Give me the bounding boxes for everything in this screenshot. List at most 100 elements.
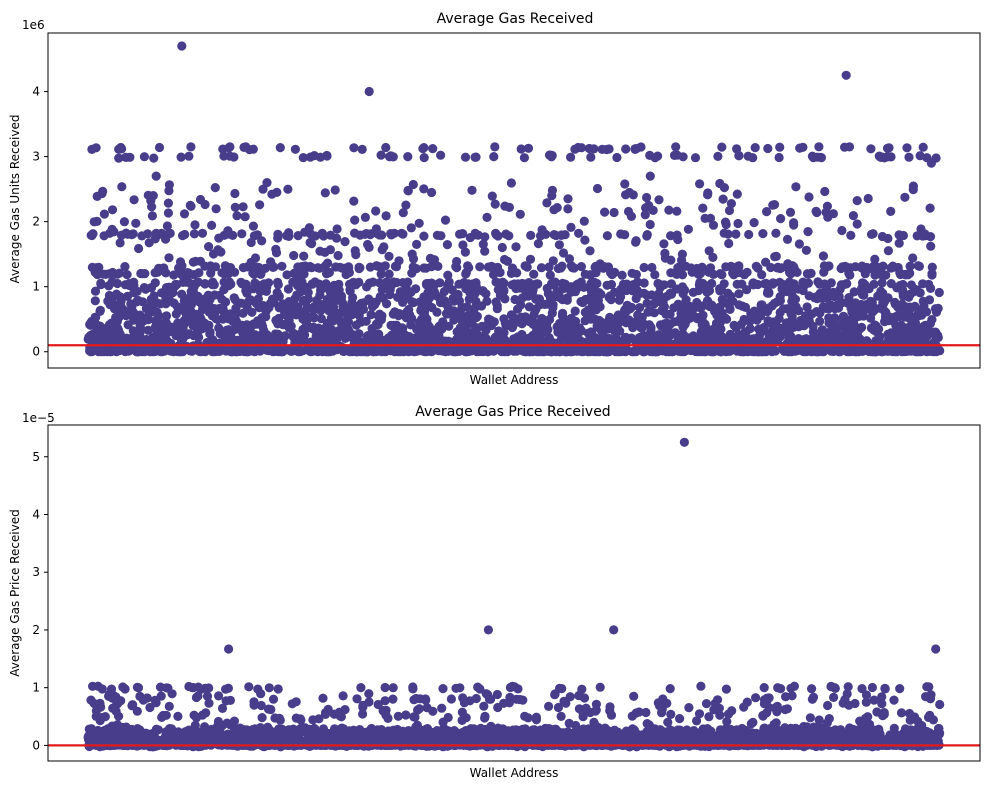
data-point: [925, 232, 936, 242]
data-point: [557, 311, 568, 321]
chart-title: Average Gas Price Received: [415, 404, 610, 420]
data-point: [840, 142, 850, 152]
y-offset-label: 1e6: [22, 18, 45, 32]
data-point: [197, 228, 208, 238]
data-point: [297, 277, 307, 287]
data-point: [371, 261, 382, 271]
data-point: [116, 142, 126, 153]
data-point: [327, 325, 337, 335]
data-point: [660, 346, 671, 356]
data-point: [442, 240, 452, 250]
data-point: [743, 151, 753, 161]
data-point: [863, 193, 873, 204]
data-point: [398, 278, 408, 288]
data-point: [644, 200, 654, 211]
data-point: [349, 330, 359, 340]
data-point: [757, 270, 767, 280]
data-point: [492, 304, 502, 314]
data-point: [86, 230, 96, 240]
data-point: [748, 279, 758, 289]
data-point: [403, 152, 413, 162]
data-point: [926, 158, 937, 168]
data-point: [506, 310, 517, 320]
data-point: [376, 150, 386, 160]
data-point: [419, 263, 429, 273]
data-point: [592, 183, 603, 194]
data-point: [96, 278, 106, 288]
data-point: [364, 294, 374, 304]
data-point: [161, 293, 171, 303]
data-point: [526, 230, 536, 240]
data-point: [776, 328, 786, 338]
data-point: [782, 304, 792, 314]
data-point: [218, 303, 228, 313]
data-point: [381, 211, 391, 221]
data-point: [737, 279, 747, 289]
data-point: [558, 248, 569, 258]
data-point: [149, 153, 159, 163]
data-point: [580, 235, 590, 245]
data-point: [654, 195, 664, 205]
data-point: [232, 211, 242, 221]
data-point: [866, 229, 877, 239]
data-point: [707, 278, 717, 289]
x-axis-label: Wallet Address: [470, 766, 559, 780]
data-point: [628, 190, 638, 200]
data-point: [484, 314, 494, 324]
data-point: [348, 292, 358, 303]
data-point: [490, 142, 500, 152]
data-point: [476, 301, 487, 311]
data-point: [553, 322, 564, 332]
data-point: [207, 220, 217, 230]
data-point: [480, 232, 490, 242]
data-point: [933, 303, 943, 313]
data-point: [454, 308, 464, 318]
data-point: [182, 341, 192, 351]
data-point: [224, 269, 234, 279]
data-point: [693, 269, 703, 279]
data-point: [698, 203, 708, 213]
data-point: [266, 257, 276, 267]
data-point: [563, 204, 573, 214]
data-point: [146, 298, 157, 308]
data-point: [407, 268, 417, 278]
data-point: [408, 254, 419, 264]
data-point: [129, 195, 139, 205]
data-point: [91, 267, 101, 277]
data-point: [708, 252, 718, 262]
data-point: [566, 152, 576, 162]
data-point: [589, 144, 599, 154]
data-point: [894, 238, 904, 248]
data-point: [548, 256, 558, 266]
chart-title: Average Gas Received: [437, 11, 594, 27]
data-point: [531, 304, 541, 314]
data-point: [154, 311, 164, 321]
data-point: [128, 229, 138, 239]
data-point: [195, 194, 206, 205]
data-point: [284, 323, 294, 333]
data-point: [134, 243, 144, 254]
data-point: [595, 259, 605, 269]
data-point: [414, 218, 424, 228]
data-point: [164, 180, 174, 190]
data-point: [163, 208, 173, 218]
data-point: [771, 228, 781, 238]
data-point: [186, 300, 196, 310]
data-point: [886, 206, 896, 216]
data-point: [820, 186, 830, 197]
data-point: [349, 143, 359, 153]
data-point: [454, 279, 464, 289]
y-tick-label: 0: [32, 345, 40, 359]
data-point: [500, 294, 510, 304]
data-point: [883, 246, 894, 256]
data-point: [176, 152, 186, 162]
data-point: [924, 295, 935, 305]
data-point: [609, 207, 619, 218]
data-point: [133, 347, 143, 357]
data-point: [137, 231, 147, 241]
data-point: [818, 251, 829, 261]
data-point: [390, 347, 400, 357]
data-point: [769, 346, 780, 356]
data-point: [340, 237, 350, 247]
data-point: [783, 259, 793, 269]
